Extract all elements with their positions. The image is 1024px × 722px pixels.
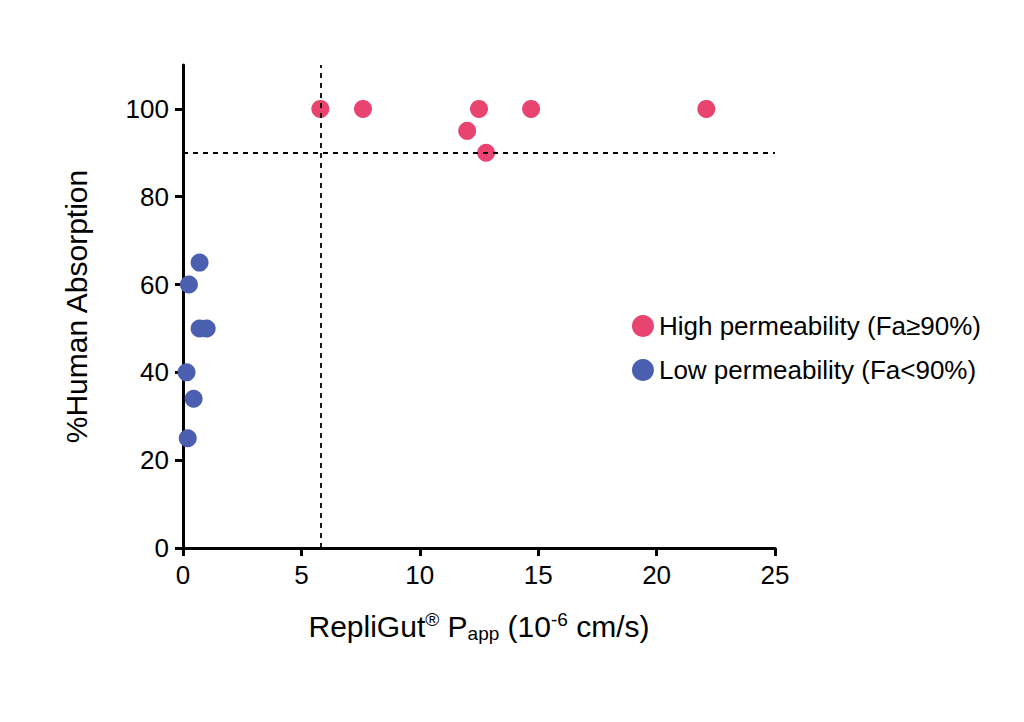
svg-text:25: 25 <box>761 560 790 590</box>
svg-text:cm/s): cm/s) <box>568 610 650 643</box>
svg-text:10: 10 <box>405 560 434 590</box>
svg-text:High permeability (Fa≥90%): High permeability (Fa≥90%) <box>659 311 981 341</box>
svg-text:(10: (10 <box>499 610 551 643</box>
svg-text:®: ® <box>425 609 439 630</box>
svg-text:Low permeability (Fa<90%): Low permeability (Fa<90%) <box>659 355 976 385</box>
svg-text:20: 20 <box>140 445 169 475</box>
svg-text:20: 20 <box>642 560 671 590</box>
svg-text:%Human Absorption: %Human Absorption <box>60 170 93 444</box>
svg-text:P: P <box>439 610 467 643</box>
svg-text:15: 15 <box>524 560 553 590</box>
svg-text:0: 0 <box>155 533 169 563</box>
svg-text:-6: -6 <box>551 609 568 630</box>
svg-text:60: 60 <box>140 270 169 300</box>
svg-text:80: 80 <box>140 182 169 212</box>
svg-text:100: 100 <box>126 94 169 124</box>
svg-text:5: 5 <box>294 560 308 590</box>
svg-text:RepliGut: RepliGut <box>308 610 425 643</box>
svg-text:app: app <box>468 623 500 644</box>
svg-text:40: 40 <box>140 357 169 387</box>
svg-text:0: 0 <box>176 560 190 590</box>
